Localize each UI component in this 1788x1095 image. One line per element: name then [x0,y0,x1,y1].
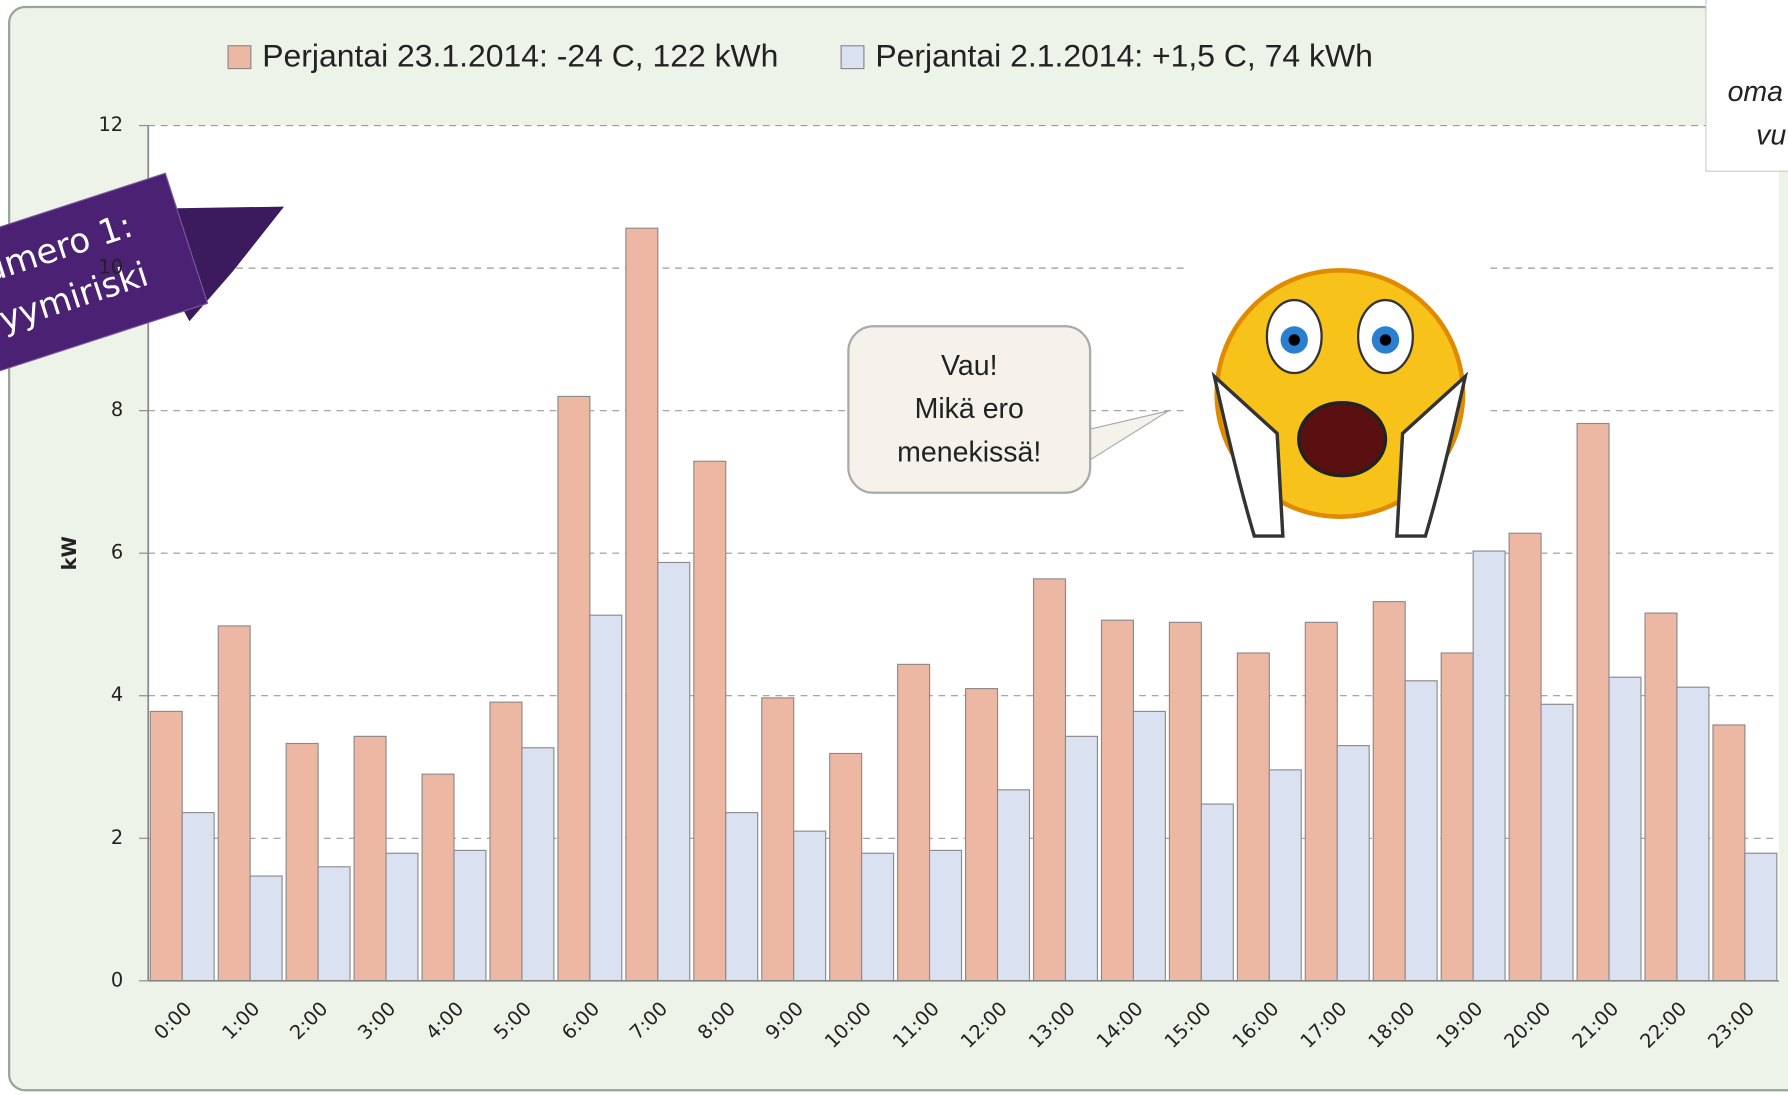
bar [1237,653,1269,981]
y-tick-label: 6 [111,541,123,564]
bar [862,853,894,981]
y-axis-label: kW [58,536,81,570]
bar [658,562,690,980]
corner-note: oma [1728,76,1783,108]
bubble-text: Vau! [941,350,998,382]
bar [386,853,418,981]
y-tick-label: 4 [111,683,123,706]
bar [830,753,862,980]
bar [454,850,486,980]
bar [1645,613,1677,981]
legend-label: Perjantai 23.1.2014: -24 C, 122 kWh [262,38,778,74]
bar [1577,423,1609,980]
legend-swatch [228,46,251,69]
bar [1034,579,1066,981]
bar [250,876,282,981]
y-tick-label: 2 [111,826,123,849]
bar [1473,551,1505,981]
bar [490,702,522,981]
bar [1065,736,1097,980]
bar [762,698,794,981]
page: {"chart_data": {"type": "bar", "ylabel":… [0,0,1788,1095]
bubble-text: menekissä! [897,437,1041,469]
bar [1541,704,1573,981]
bar [1405,681,1437,981]
bar [1269,770,1301,981]
bar [1713,725,1745,981]
bar [1201,804,1233,981]
bar [422,774,454,981]
bar [286,743,318,980]
bar [626,228,658,981]
chart: kW Perjantai 23.1.2014: -24 C, 122 kWh Pe… [0,0,1788,1095]
scared-face [1186,262,1488,547]
bar [558,396,590,980]
bar [1133,711,1165,980]
bar [318,867,350,981]
bar [726,813,758,981]
legend-swatch [841,46,864,69]
bubble-text: Mikä ero [915,393,1024,425]
bar [1609,677,1641,981]
y-tick-label: 0 [111,968,123,991]
bar [182,813,214,981]
bar [218,626,250,981]
bar [150,711,182,980]
bar [794,831,826,981]
bar [930,850,962,980]
bar [998,790,1030,981]
bar [1509,533,1541,981]
bar [522,748,554,981]
y-tick-label: 12 [98,113,123,136]
bar [1441,653,1473,981]
bar [354,736,386,980]
legend-label: Perjantai 2.1.2014: +1,5 C, 74 kWh [875,38,1373,74]
bar [1101,620,1133,981]
bar [966,689,998,981]
y-tick-label: 10 [98,256,123,279]
bar [1169,622,1201,980]
bar [898,664,930,980]
bar [1305,622,1337,980]
bar [590,615,622,981]
bar [1373,602,1405,981]
bar [1677,687,1709,981]
y-tick-label: 8 [111,398,123,421]
bar [1337,746,1369,981]
corner-note: vu [1756,120,1786,152]
bar [694,461,726,981]
bar [1745,853,1777,981]
